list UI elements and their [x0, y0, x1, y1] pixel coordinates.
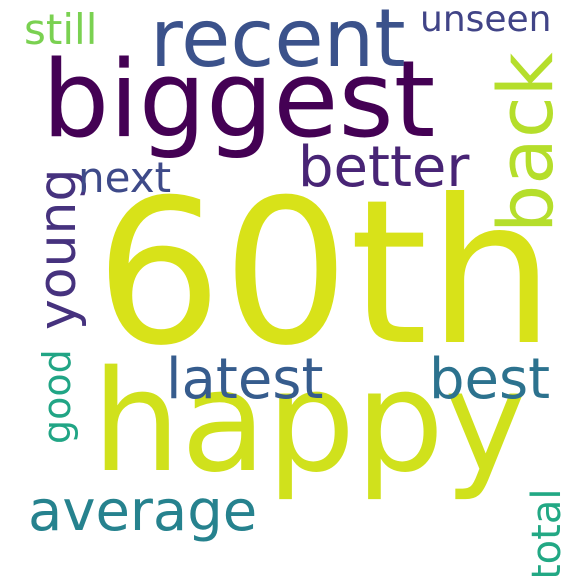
word-better: better [298, 135, 470, 200]
word-good: good [35, 349, 79, 444]
word-biggest: biggest [42, 38, 435, 161]
word-60th: 60th [95, 157, 555, 390]
word-happy: happy [92, 341, 527, 504]
word-still: still [24, 5, 97, 54]
word-unseen: unseen [420, 0, 552, 40]
word-next: next [78, 153, 171, 202]
word-back: back [481, 52, 570, 233]
word-best: best [429, 347, 550, 412]
word-young: young [28, 168, 88, 330]
word-average: average [28, 479, 257, 544]
word-recent: recent [150, 0, 406, 85]
word-total: total [524, 489, 570, 576]
word-latest: latest [166, 347, 323, 412]
